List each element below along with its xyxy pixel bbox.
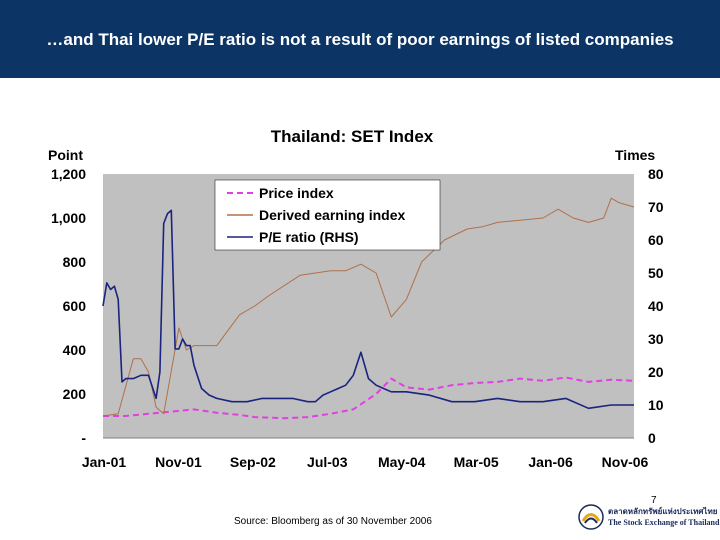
- y-tick-label: 1,200: [51, 166, 86, 182]
- legend-label: Derived earning index: [259, 207, 405, 223]
- y-tick-label: 400: [63, 342, 87, 358]
- derived-earning-line: [102, 197, 635, 417]
- x-tick-label: Nov-01: [155, 454, 202, 470]
- y2-tick-label: 60: [648, 232, 664, 248]
- y2-tick-label: 80: [648, 166, 664, 182]
- logo-thai-text: ตลาดหลักทรัพย์แห่งประเทศไทย: [608, 507, 718, 516]
- y2-tick-label: 10: [648, 397, 664, 413]
- set-logo: ตลาดหลักทรัพย์แห่งประเทศไทย The Stock Ex…: [578, 502, 720, 534]
- x-tick-label: Mar-05: [454, 454, 499, 470]
- x-tick-label: Sep-02: [230, 454, 276, 470]
- y2-tick-label: 20: [648, 364, 664, 380]
- page-title: …and Thai lower P/E ratio is not a resul…: [46, 30, 674, 49]
- page-number: 7: [651, 495, 657, 506]
- x-tick-label: Jan-01: [82, 454, 127, 470]
- y2-tick-label: 0: [648, 430, 656, 446]
- y2-tick-label: 50: [648, 265, 664, 281]
- y2-axis-label: Times: [615, 147, 655, 163]
- x-tick-label: Jan-06: [528, 454, 573, 470]
- y-tick-label: 200: [63, 386, 87, 402]
- y2-tick-label: 70: [648, 199, 664, 215]
- y-tick-label: 600: [63, 298, 87, 314]
- x-tick-label: May-04: [378, 454, 426, 470]
- x-tick-label: Jul-03: [307, 454, 348, 470]
- source-note: Source: Bloomberg as of 30 November 2006: [234, 516, 432, 527]
- y2-tick-label: 40: [648, 298, 664, 314]
- y-tick-label: 1,000: [51, 210, 86, 226]
- header-banner: …and Thai lower P/E ratio is not a resul…: [0, 0, 720, 78]
- set-emblem-icon: [578, 504, 604, 530]
- chart-title: Thailand: SET Index: [271, 127, 434, 146]
- y-tick-label: -: [81, 430, 86, 446]
- y-tick-label: 800: [63, 254, 87, 270]
- logo-english-text: The Stock Exchange of Thailand: [608, 518, 720, 527]
- y-axis-label: Point: [48, 147, 83, 163]
- x-tick-label: Nov-06: [602, 454, 649, 470]
- legend-label: Price index: [259, 185, 334, 201]
- y2-tick-label: 30: [648, 331, 664, 347]
- pe-ratio-line: [102, 209, 634, 410]
- price-index-line: [103, 376, 635, 420]
- legend-label: P/E ratio (RHS): [259, 229, 359, 245]
